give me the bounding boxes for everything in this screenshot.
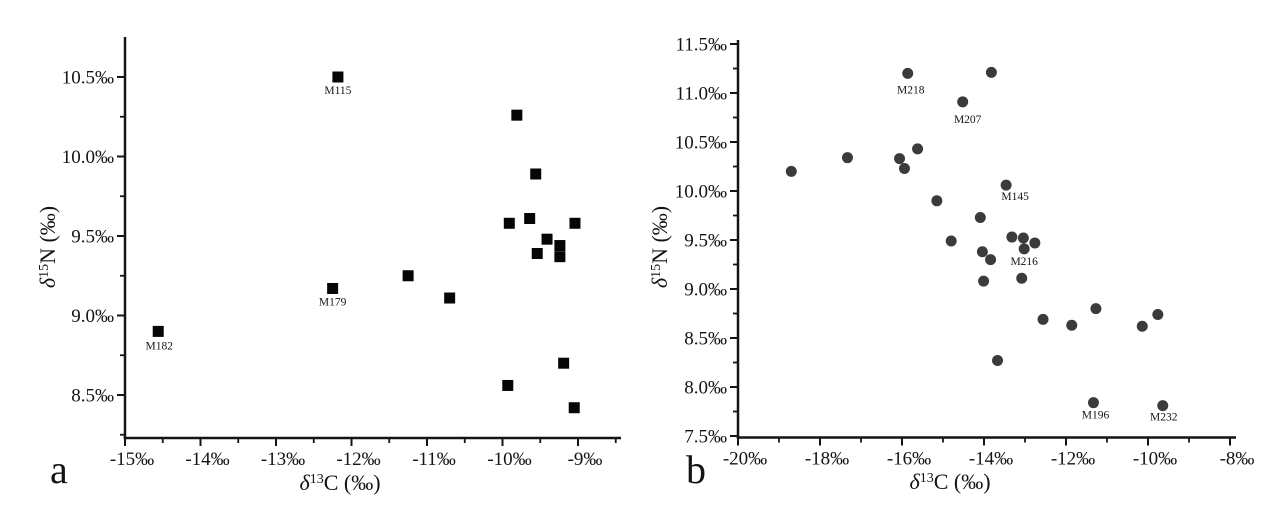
data-point xyxy=(569,217,581,229)
x-tick-label: -18‰ xyxy=(805,449,849,470)
data-point xyxy=(524,213,536,225)
panel-letter-b: b xyxy=(686,447,706,492)
x-tick-label: -12‰ xyxy=(336,449,380,470)
y-tick-label: 8.5‰ xyxy=(71,386,114,407)
y-tick-label: 11.0‰ xyxy=(675,84,727,105)
point-label: M115 xyxy=(324,85,351,97)
data-point xyxy=(931,195,943,207)
point-label: M218 xyxy=(897,84,925,96)
data-point xyxy=(978,275,990,287)
data-point xyxy=(1029,237,1041,249)
data-point xyxy=(541,233,553,245)
panel-letter-a: a xyxy=(50,447,68,492)
data-point xyxy=(1000,179,1012,191)
y-tick-label: 10.0‰ xyxy=(62,147,114,168)
data-point xyxy=(785,165,797,177)
data-point xyxy=(1136,320,1148,332)
y-tick-label: 10.5‰ xyxy=(62,68,114,89)
data-point xyxy=(1066,319,1078,331)
data-point xyxy=(1090,303,1102,315)
data-point xyxy=(1157,400,1169,412)
data-point xyxy=(1152,308,1164,320)
y-tick-label: 8.5‰ xyxy=(684,329,727,350)
data-point xyxy=(1087,397,1099,409)
data-point xyxy=(554,251,566,263)
x-tick-label: -20‰ xyxy=(723,449,767,470)
point-label: M196 xyxy=(1082,410,1110,422)
x-tick-label: -15‰ xyxy=(110,449,154,470)
y-tick-label: 10.5‰ xyxy=(675,133,727,154)
y-tick-label: 11.5‰ xyxy=(675,35,727,56)
point-label: M179 xyxy=(319,296,347,308)
point-label: M216 xyxy=(1010,256,1038,268)
x-tick-label: -13‰ xyxy=(261,449,305,470)
data-point xyxy=(912,143,924,155)
data-point xyxy=(502,379,514,391)
x-tick-label: -10‰ xyxy=(487,449,531,470)
data-point xyxy=(841,152,853,164)
data-point xyxy=(402,270,414,282)
data-point xyxy=(898,162,910,174)
x-tick-label: -16‰ xyxy=(887,449,931,470)
data-point xyxy=(1017,232,1029,244)
panel-b-plot: -20‰ -18‰ -16‰ -14‰ -12‰ -10‰ -8‰ 11.5‰ 11.0‰ 10.… xyxy=(647,35,1254,495)
x-tick-label: -14‰ xyxy=(969,449,1013,470)
data-point xyxy=(976,246,988,258)
data-point xyxy=(152,325,164,337)
data-point xyxy=(945,235,957,247)
y-tick-label: 9.0‰ xyxy=(71,306,114,327)
y-tick-label: 9.0‰ xyxy=(684,280,727,301)
x-tick-label: -8‰ xyxy=(1220,449,1255,470)
data-point xyxy=(894,153,906,165)
point-label: M232 xyxy=(1150,412,1178,424)
y-tick-label: 10.0‰ xyxy=(675,182,727,203)
data-point xyxy=(1016,272,1028,284)
data-point xyxy=(992,355,1004,367)
data-point xyxy=(1037,313,1049,325)
data-point xyxy=(503,217,515,229)
x-axis-title: δ13C (‰) xyxy=(299,470,380,495)
data-point xyxy=(444,292,456,304)
x-tick-label: -10‰ xyxy=(1133,449,1177,470)
x-tick-label: -9‰ xyxy=(568,449,603,470)
data-point xyxy=(332,71,344,83)
x-axis-title: δ13C (‰) xyxy=(909,469,990,494)
y-tick-label: 9.5‰ xyxy=(684,231,727,252)
y-tick-label: 8.0‰ xyxy=(684,378,727,399)
data-point xyxy=(530,168,542,180)
data-point xyxy=(327,282,339,294)
data-point xyxy=(957,96,969,108)
data-point xyxy=(531,247,543,259)
y-axis-title: δ15N (‰) xyxy=(35,206,60,288)
point-label: M145 xyxy=(1001,191,1029,203)
data-point xyxy=(554,240,566,252)
point-label: M182 xyxy=(145,340,173,352)
x-tick-label: -11‰ xyxy=(412,449,456,470)
panel-a-plot: -15‰ -14‰ -13‰ -12‰ -11‰ -10‰ -9‰ 10.5‰ 10.0‰ 9.5… xyxy=(35,37,621,495)
data-point xyxy=(568,402,580,414)
data-point xyxy=(985,66,997,78)
data-point xyxy=(511,109,523,121)
data-point xyxy=(558,357,570,369)
data-point xyxy=(1006,231,1018,243)
data-point xyxy=(902,67,914,79)
y-axis-title: δ15N (‰) xyxy=(647,206,672,288)
y-tick-label: 7.5‰ xyxy=(684,427,727,448)
data-point xyxy=(1018,243,1030,255)
data-point xyxy=(985,254,997,266)
x-tick-label: -14‰ xyxy=(185,449,229,470)
x-tick-label: -12‰ xyxy=(1051,449,1095,470)
y-tick-label: 9.5‰ xyxy=(71,227,114,248)
data-point xyxy=(974,211,986,223)
point-label: M207 xyxy=(954,114,982,126)
